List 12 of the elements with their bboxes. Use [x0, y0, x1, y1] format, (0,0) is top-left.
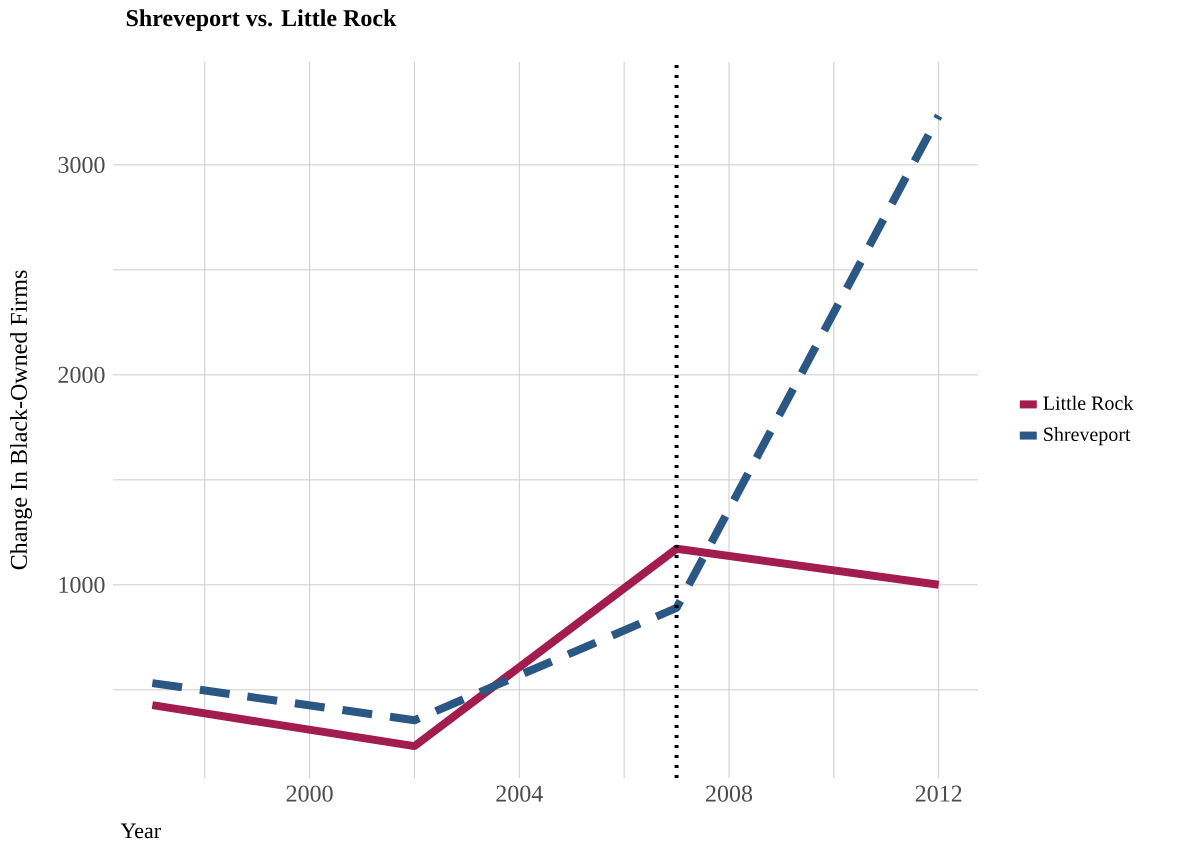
x-axis-title: Year [120, 823, 161, 839]
y-axis-title: Change In Black-Owned Firms [10, 270, 32, 570]
y-tick-label: 3000 [58, 156, 105, 173]
x-tick-label: 2008 [706, 785, 753, 802]
x-tick-label: 2012 [915, 785, 962, 802]
chart-title: Shreveport vs. Little Rock [126, 9, 397, 32]
x-tick-label: 2004 [496, 785, 543, 802]
x-tick-label: 2000 [286, 785, 333, 802]
y-tick-label: 1000 [59, 576, 105, 593]
legend-label: Shreveport [1044, 426, 1131, 446]
y-tick-label: 2000 [58, 366, 105, 383]
legend-label: Little Rock [1043, 395, 1134, 410]
